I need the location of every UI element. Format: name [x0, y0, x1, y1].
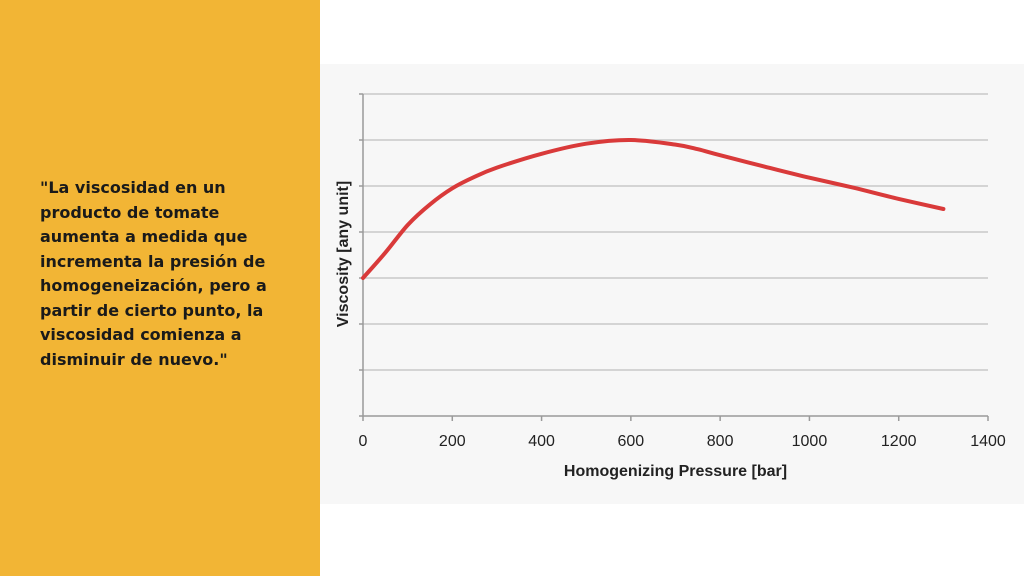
- chart-background: [320, 64, 1024, 504]
- x-tick-label: 400: [528, 433, 555, 450]
- x-tick-label: 1000: [792, 433, 828, 450]
- x-tick-label: 1400: [970, 433, 1006, 450]
- y-axis-title: Viscosity [any unit]: [335, 181, 352, 327]
- x-tick-label: 800: [707, 433, 734, 450]
- x-tick-label: 200: [439, 433, 466, 450]
- x-tick-label: 0: [359, 433, 368, 450]
- x-axis-title: Homogenizing Pressure [bar]: [564, 463, 787, 480]
- quote-panel: "La viscosidad en un producto de tomate …: [0, 0, 320, 576]
- quote-text: "La viscosidad en un producto de tomate …: [40, 178, 267, 369]
- viscosity-chart: 0 200 400 600 800 1000 1200 1400 Homogenizing Pr…: [335, 93, 1006, 480]
- x-tick-label: 600: [618, 433, 645, 450]
- x-tick-label: 1200: [881, 433, 917, 450]
- chart-panel: 0 200 400 600 800 1000 1200 1400 Homogenizing Pr…: [320, 0, 1024, 576]
- viscosity-series-line: [361, 137, 946, 280]
